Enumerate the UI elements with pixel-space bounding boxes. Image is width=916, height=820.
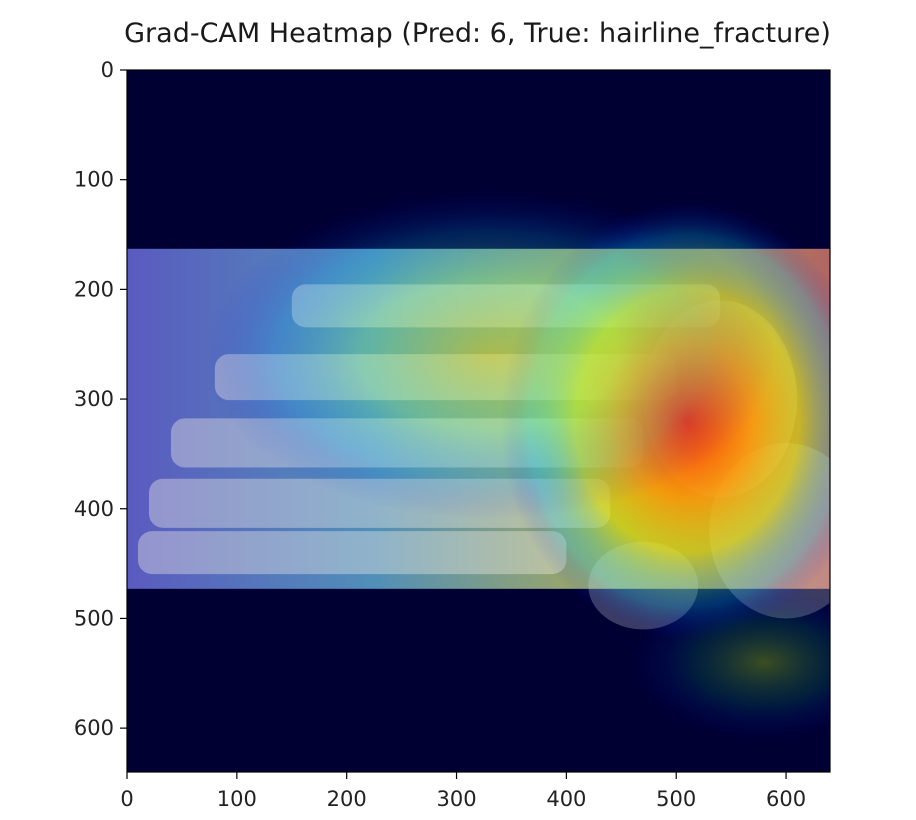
axes: 0 100 200 300 400 500 600 0 100 200 300 400 500 600: [74, 58, 831, 811]
hotspot-lower-right: [632, 585, 830, 740]
chart-title: Grad-CAM Heatmap (Pred: 6, True: hairlin…: [124, 18, 831, 49]
y-tick-label: 0: [101, 58, 114, 82]
plot-frame: [126, 69, 831, 773]
x-tick-label: 400: [546, 787, 586, 811]
y-tick-label: 500: [74, 606, 114, 630]
x-tick-label: 500: [656, 787, 696, 811]
x-tick-label: 300: [436, 787, 476, 811]
hotspot-secondary: [203, 190, 776, 520]
y-tick-label: 600: [74, 716, 114, 740]
x-tick-label: 200: [327, 787, 367, 811]
y-tick-label: 200: [74, 277, 114, 301]
x-tick-label: 0: [120, 787, 133, 811]
heatmap-hotspots: [203, 190, 830, 740]
x-tick-label: 600: [766, 787, 806, 811]
y-tick-label: 300: [74, 387, 114, 411]
y-tick-label: 100: [74, 168, 114, 192]
y-tick-label: 400: [74, 497, 114, 521]
x-tick-label: 100: [217, 787, 257, 811]
bone-5: [137, 531, 567, 575]
